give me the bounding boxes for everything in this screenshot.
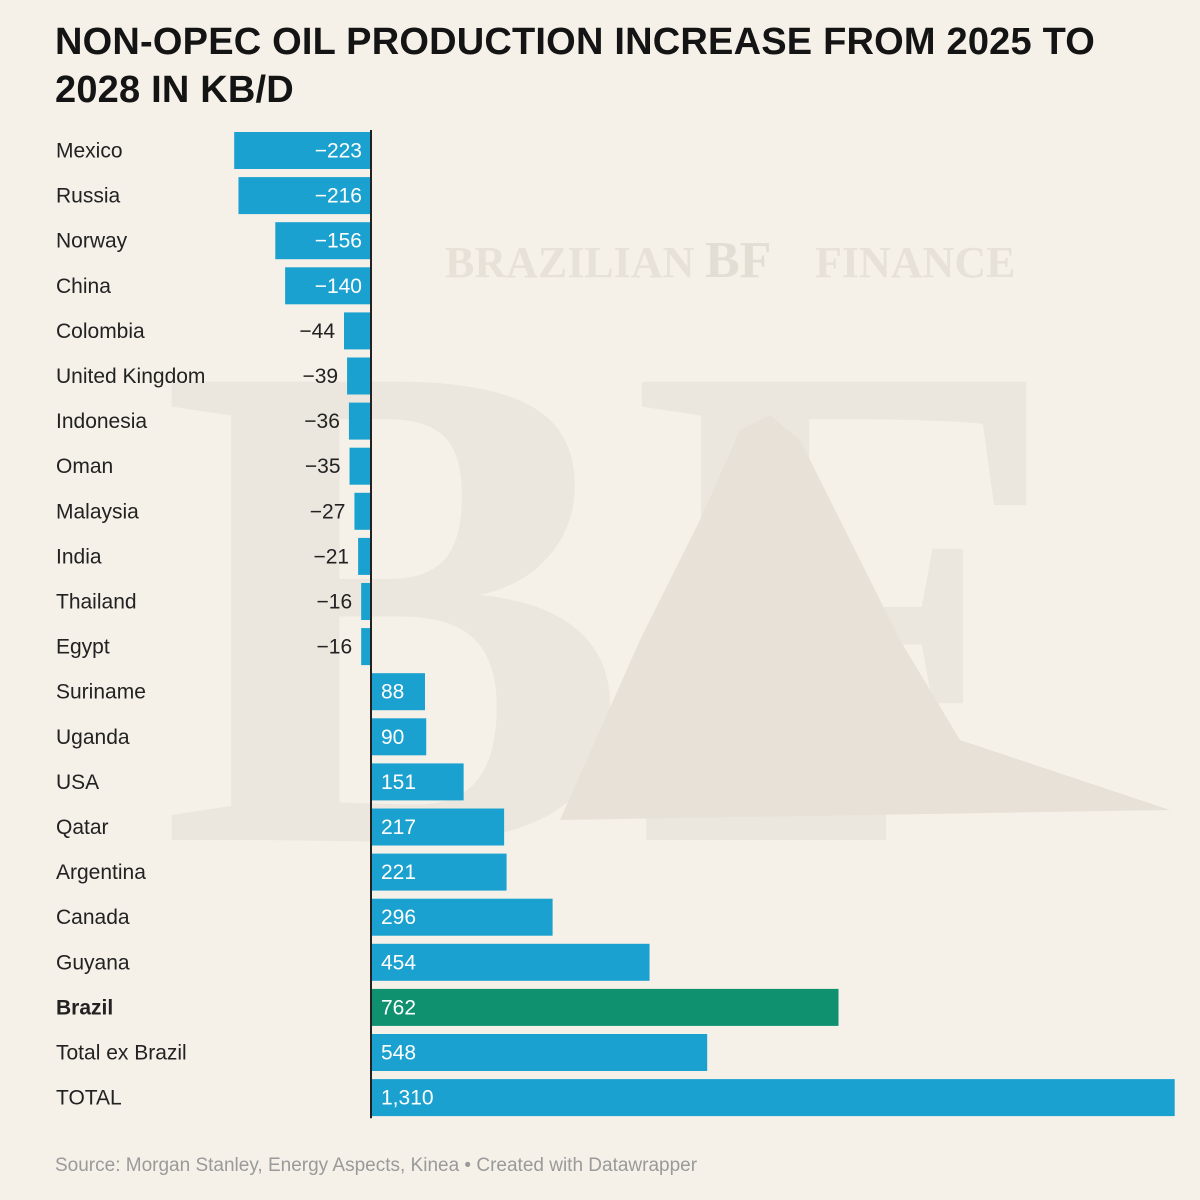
value-label: −44 [299,320,335,343]
bar [234,132,371,169]
category-label: Guyana [56,951,130,974]
value-label: −216 [315,185,362,208]
category-label: United Kingdom [56,365,205,388]
bar [349,447,371,485]
bar [361,583,371,620]
source-note: Source: Morgan Stanley, Energy Aspects, … [55,1155,698,1176]
watermark-brand-mark: BF [705,232,771,289]
bar [275,222,371,260]
chart-title: NON-OPEC OIL PRODUCTION INCREASE FROM 20… [55,21,1096,111]
watermark-brand-left: BRAZILIAN [445,238,695,287]
bar [238,177,371,215]
category-label: India [56,545,102,568]
category-label: Colombia [56,320,145,343]
watermark-mountain-icon [560,415,1170,820]
value-label: −16 [317,636,353,659]
category-label: Oman [56,455,113,478]
category-label: Brazil [56,996,113,1019]
value-label: 217 [381,816,416,839]
bar [371,988,839,1026]
bar [371,673,425,711]
value-label: −36 [304,410,340,433]
bar [371,718,427,756]
value-label: 90 [381,726,404,749]
value-label: −27 [310,500,346,523]
bar [371,808,505,846]
category-label: Canada [56,906,130,929]
category-label: Total ex Brazil [56,1042,187,1065]
category-label: Argentina [56,861,146,884]
category-label: Suriname [56,681,146,704]
value-label: 221 [381,861,416,884]
value-label: 1,310 [381,1087,434,1110]
bar [285,267,371,305]
watermark-brand-right: FINANCE [815,238,1015,287]
category-label: Mexico [56,140,123,163]
bar [371,1079,1175,1117]
category-label: Russia [56,185,121,208]
bar [347,357,371,395]
value-label: −156 [315,230,362,253]
bar [371,853,507,891]
category-label: Indonesia [56,410,147,433]
value-label: −16 [317,591,353,614]
value-label: 454 [381,951,416,974]
bar [358,537,371,575]
category-label: USA [56,771,99,794]
bar [344,312,371,350]
category-label: TOTAL [56,1087,122,1110]
bar [371,898,553,936]
value-label: 88 [381,681,404,704]
value-label: −35 [305,455,341,478]
bar [371,1034,708,1071]
category-label: China [56,275,111,298]
value-label: −21 [313,545,349,568]
value-label: −39 [302,365,338,388]
value-label: −140 [315,275,362,298]
value-label: 762 [381,996,416,1019]
bar [354,492,371,530]
category-label: Uganda [56,726,130,749]
category-label: Egypt [56,636,110,659]
watermark-big-letters: BF [160,217,1060,992]
category-label: Malaysia [56,500,139,523]
value-label: 548 [381,1042,416,1065]
value-label: 151 [381,771,416,794]
bar [361,628,371,666]
category-label: Qatar [56,816,109,839]
bar [348,402,371,440]
value-label: 296 [381,906,416,929]
bar [371,943,650,981]
value-label: −223 [315,140,362,163]
category-label: Thailand [56,591,137,614]
category-label: Norway [56,230,128,253]
bar [371,763,464,801]
